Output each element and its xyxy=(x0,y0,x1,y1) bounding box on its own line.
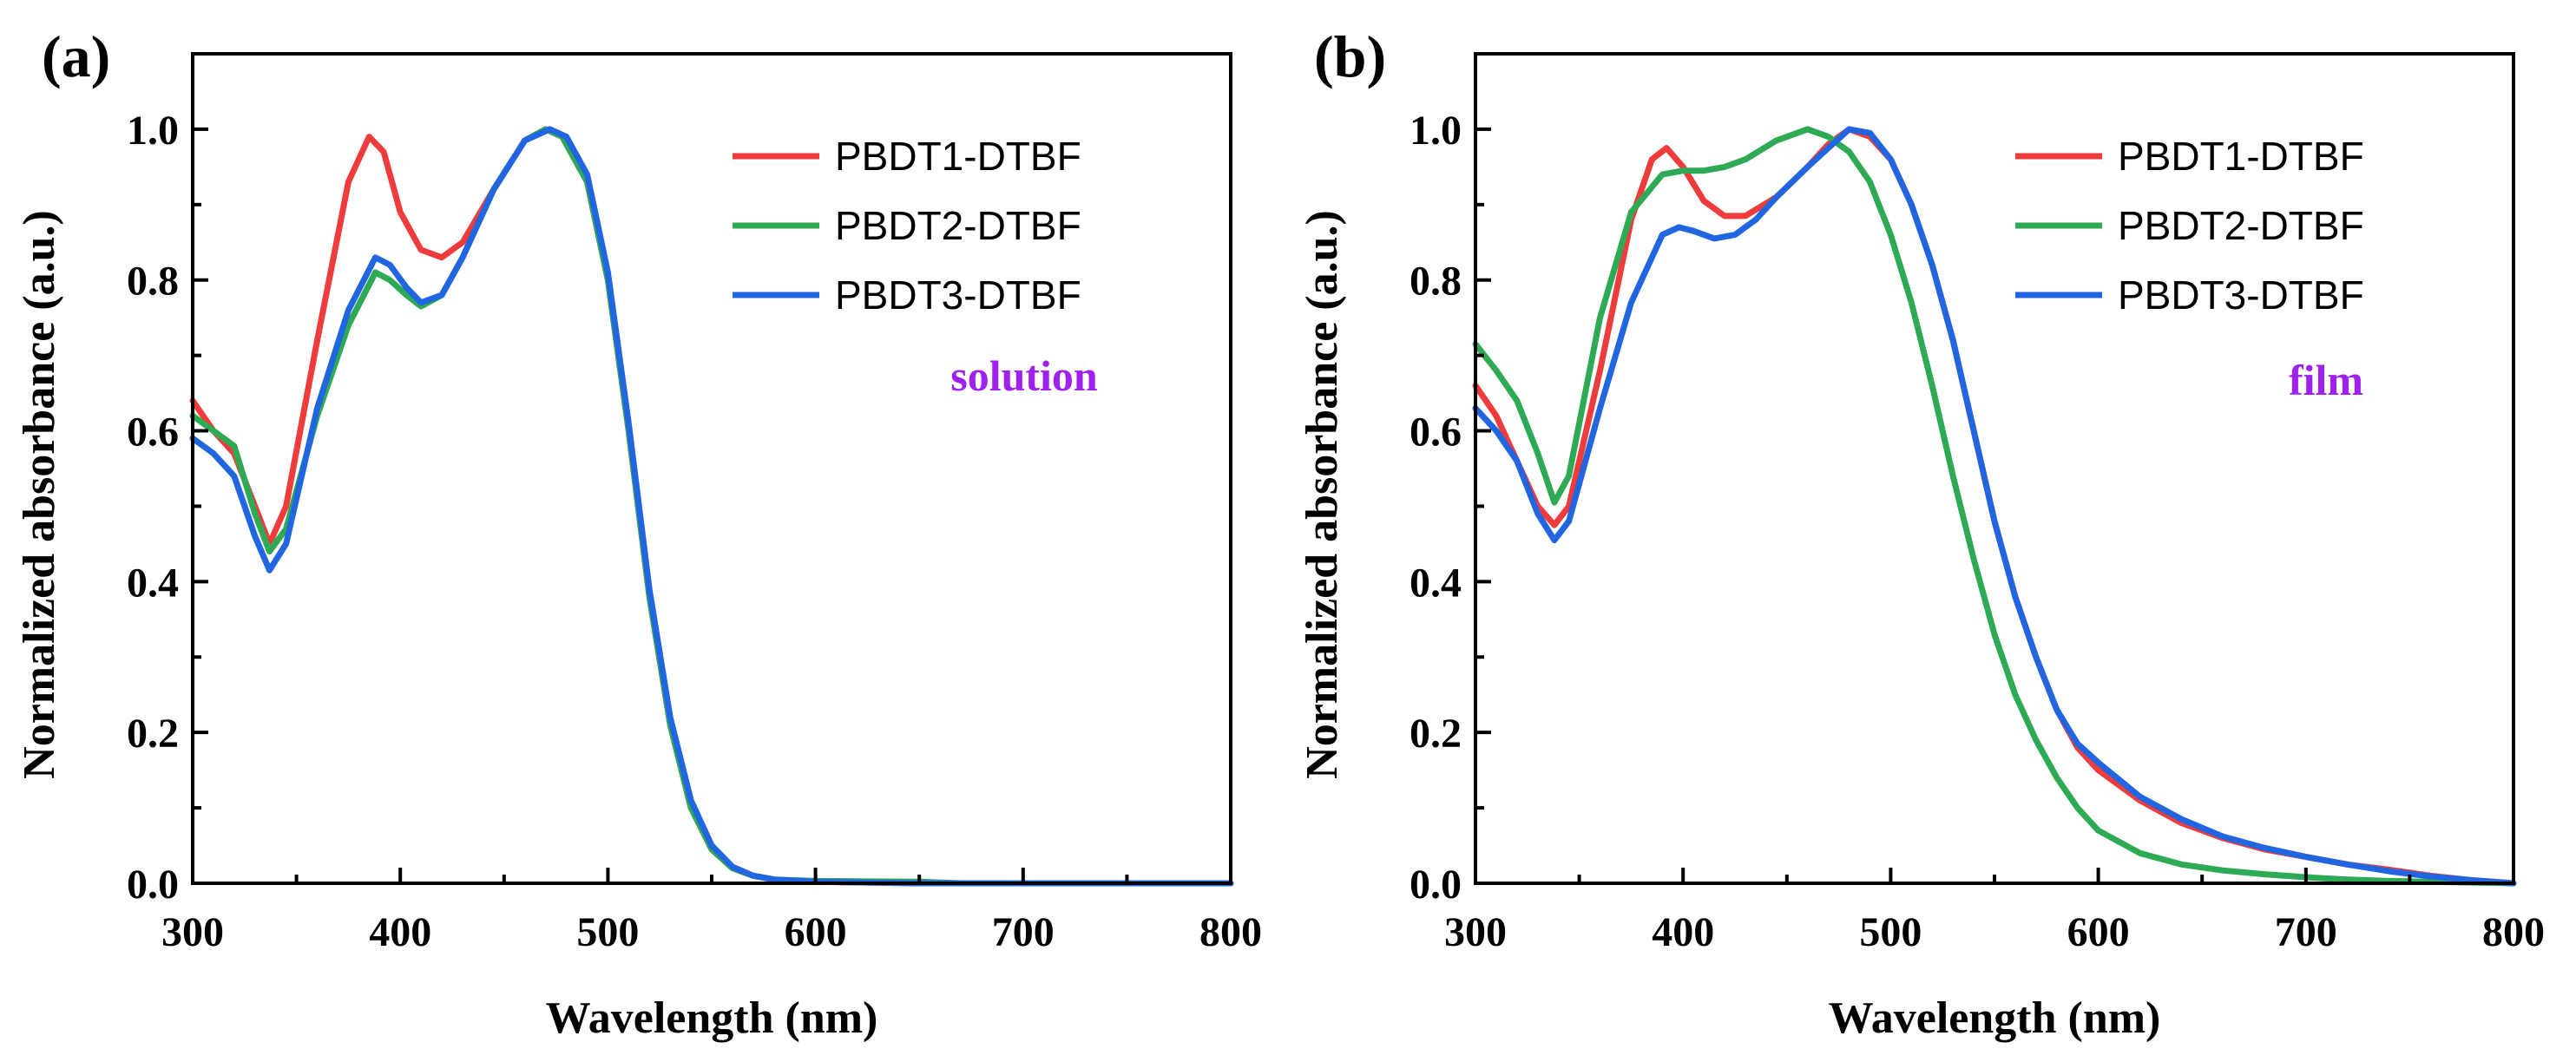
panel-b: 300 400 500 600 700 800 0.0 0.2 0.4 0.6 0.8 1.0 Wave… xyxy=(1298,23,2545,1043)
x-tick-label: 700 xyxy=(992,909,1055,955)
y-tick-label: 0.8 xyxy=(127,259,179,305)
annotation-label: solution xyxy=(950,351,1098,400)
y-tick-label: 0.0 xyxy=(1410,862,1462,908)
series-line-pbdt3-dtbf xyxy=(189,126,1234,887)
x-axis-title: Wavelength (nm) xyxy=(1829,993,2161,1043)
series-line-pbdt2-dtbf xyxy=(1472,126,2517,887)
y-tick-label: 1.0 xyxy=(1410,108,1462,154)
x-tick-label: 700 xyxy=(2275,909,2337,955)
legend-label: PBDT3-DTBF xyxy=(2118,272,2364,318)
legend: PBDT1-DTBF PBDT2-DTBF PBDT3-DTBF xyxy=(733,134,1081,318)
y-tick-label: 0.4 xyxy=(127,560,179,606)
x-tick-label: 500 xyxy=(1859,909,1922,955)
y-tick-label: 0.0 xyxy=(127,862,179,908)
legend-label: PBDT3-DTBF xyxy=(835,272,1081,318)
panel-label: (b) xyxy=(1314,23,1386,89)
y-tick-label: 1.0 xyxy=(127,108,179,154)
panel-label: (a) xyxy=(42,23,110,89)
annotation-label: film xyxy=(2289,356,2363,404)
y-axis-title: Normalized absorbance (a.u.) xyxy=(15,210,64,779)
x-tick-label: 500 xyxy=(576,909,639,955)
x-tick-label: 400 xyxy=(369,909,431,955)
legend-label: PBDT1-DTBF xyxy=(835,134,1081,179)
y-tick-label: 0.8 xyxy=(1410,259,1462,305)
x-tick-label: 800 xyxy=(2482,909,2545,955)
legend-label: PBDT2-DTBF xyxy=(835,203,1081,248)
x-axis-title: Wavelength (nm) xyxy=(546,993,878,1043)
legend-label: PBDT2-DTBF xyxy=(2118,203,2364,248)
x-tick-label: 300 xyxy=(1444,909,1507,955)
y-tick-label: 0.2 xyxy=(1410,711,1462,757)
panel-a: 300 400 500 600 700 800 0.0 0.2 0.4 0.6 0.8 1.0 Wave… xyxy=(15,23,1262,1043)
legend-label: PBDT1-DTBF xyxy=(2118,134,2364,179)
y-tick-label: 0.6 xyxy=(1410,410,1462,456)
x-tick-label: 400 xyxy=(1652,909,1714,955)
y-tick-label: 0.4 xyxy=(1410,560,1462,606)
legend: PBDT1-DTBF PBDT2-DTBF PBDT3-DTBF xyxy=(2015,134,2364,318)
x-tick-label: 300 xyxy=(161,909,224,955)
x-tick-label: 600 xyxy=(2067,909,2130,955)
series-line-pbdt3-dtbf xyxy=(1472,126,2517,887)
y-tick-label: 0.2 xyxy=(127,711,179,757)
y-axis-title: Normalized absorbance (a.u.) xyxy=(1298,210,1347,779)
x-tick-label: 600 xyxy=(785,909,847,955)
y-tick-label: 0.6 xyxy=(127,410,179,456)
x-tick-label: 800 xyxy=(1199,909,1262,955)
